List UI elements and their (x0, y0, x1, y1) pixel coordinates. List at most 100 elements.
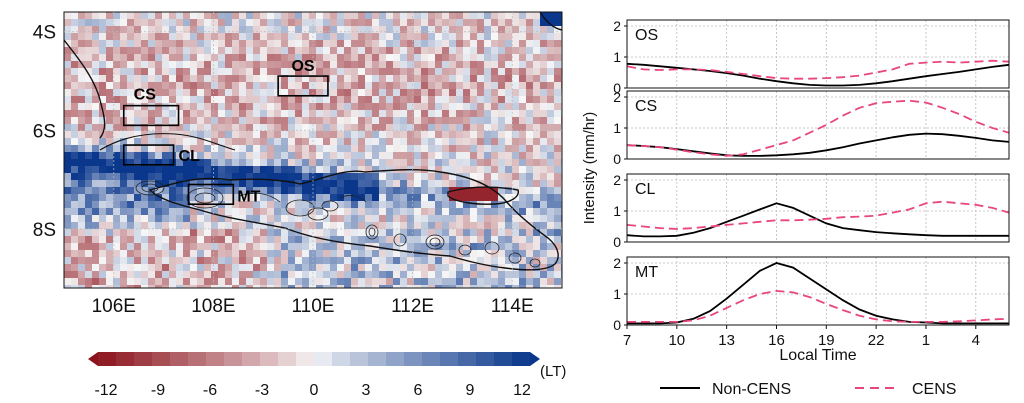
map-cell (386, 208, 394, 216)
map-cell (253, 243, 261, 251)
map-cell (169, 82, 177, 90)
map-cell (134, 19, 142, 27)
map-cell (365, 75, 373, 83)
map-cell (351, 68, 359, 76)
map-cell (400, 194, 408, 202)
map-cell (281, 194, 289, 202)
map-cell (358, 33, 366, 41)
map-cell (64, 54, 72, 62)
map-cell (134, 159, 142, 167)
map-cell (519, 145, 527, 153)
map-cell (386, 201, 394, 209)
map-cell (379, 194, 387, 202)
map-cell (134, 180, 142, 188)
map-cell (218, 117, 226, 125)
map-cell (526, 61, 534, 69)
map-cell (218, 124, 226, 132)
map-cell (267, 124, 275, 132)
map-cell (540, 271, 548, 279)
map-cell (533, 222, 541, 230)
map-cell (281, 166, 289, 174)
map-cell (288, 278, 296, 286)
map-cell (365, 68, 373, 76)
map-cell (176, 166, 184, 174)
map-cell (141, 229, 149, 237)
map-cell (169, 12, 177, 20)
map-cell (211, 250, 219, 258)
map-cell (365, 40, 373, 48)
map-cell (351, 145, 359, 153)
map-cell (435, 285, 443, 288)
map-cell (127, 12, 135, 20)
map-cell (267, 187, 275, 195)
map-cell (442, 278, 450, 286)
map-cell (302, 243, 310, 251)
map-cell (309, 271, 317, 279)
map-cell (169, 117, 177, 125)
map-cell (526, 89, 534, 97)
map-cell (351, 243, 359, 251)
map-cell (540, 215, 548, 223)
map-cell (365, 271, 373, 279)
map-cell (120, 180, 128, 188)
map-cell (78, 124, 86, 132)
map-cell (211, 138, 219, 146)
map-cell (400, 229, 408, 237)
map-cell (554, 47, 562, 55)
map-cell (442, 82, 450, 90)
map-cell (64, 96, 72, 104)
colorbar-segment (188, 352, 207, 366)
map-cell (113, 117, 121, 125)
map-cell (358, 278, 366, 286)
map-cell (358, 215, 366, 223)
map-cell (302, 54, 310, 62)
map-cell (127, 138, 135, 146)
map-cell (547, 166, 555, 174)
map-cell (141, 47, 149, 55)
map-cell (78, 257, 86, 265)
map-cell (106, 68, 114, 76)
map-cell (498, 103, 506, 111)
map-cell (414, 110, 422, 118)
map-cell (239, 82, 247, 90)
map-cell (526, 68, 534, 76)
map-cell (120, 19, 128, 27)
map-cell (211, 159, 219, 167)
map-cell (358, 229, 366, 237)
map-cell (323, 40, 331, 48)
map-cell (127, 40, 135, 48)
map-cell (183, 271, 191, 279)
map-cell (197, 194, 205, 202)
map-cell (344, 229, 352, 237)
map-cell (197, 285, 205, 288)
map-cell (337, 236, 345, 244)
map-cell (120, 187, 128, 195)
map-cell (533, 47, 541, 55)
map-cell (512, 173, 520, 181)
map-cell (449, 138, 457, 146)
map-cell (344, 236, 352, 244)
map-cell (127, 250, 135, 258)
map-cell (449, 145, 457, 153)
map-cell (92, 40, 100, 48)
map-cell (183, 33, 191, 41)
map-cell (554, 201, 562, 209)
map-cell (400, 243, 408, 251)
map-cell (330, 124, 338, 132)
map-cell (148, 159, 156, 167)
map-cell (365, 215, 373, 223)
map-cell (323, 75, 331, 83)
map-cell (85, 68, 93, 76)
map-cell (337, 257, 345, 265)
map-cell (288, 54, 296, 62)
map-cell (204, 194, 212, 202)
map-cell (540, 236, 548, 244)
java-coastline (148, 168, 559, 271)
map-cell (99, 159, 107, 167)
map-cell (148, 33, 156, 41)
map-cell (197, 145, 205, 153)
map-cell (414, 250, 422, 258)
map-cell (470, 40, 478, 48)
map-cell (393, 285, 401, 288)
map-cell (134, 166, 142, 174)
